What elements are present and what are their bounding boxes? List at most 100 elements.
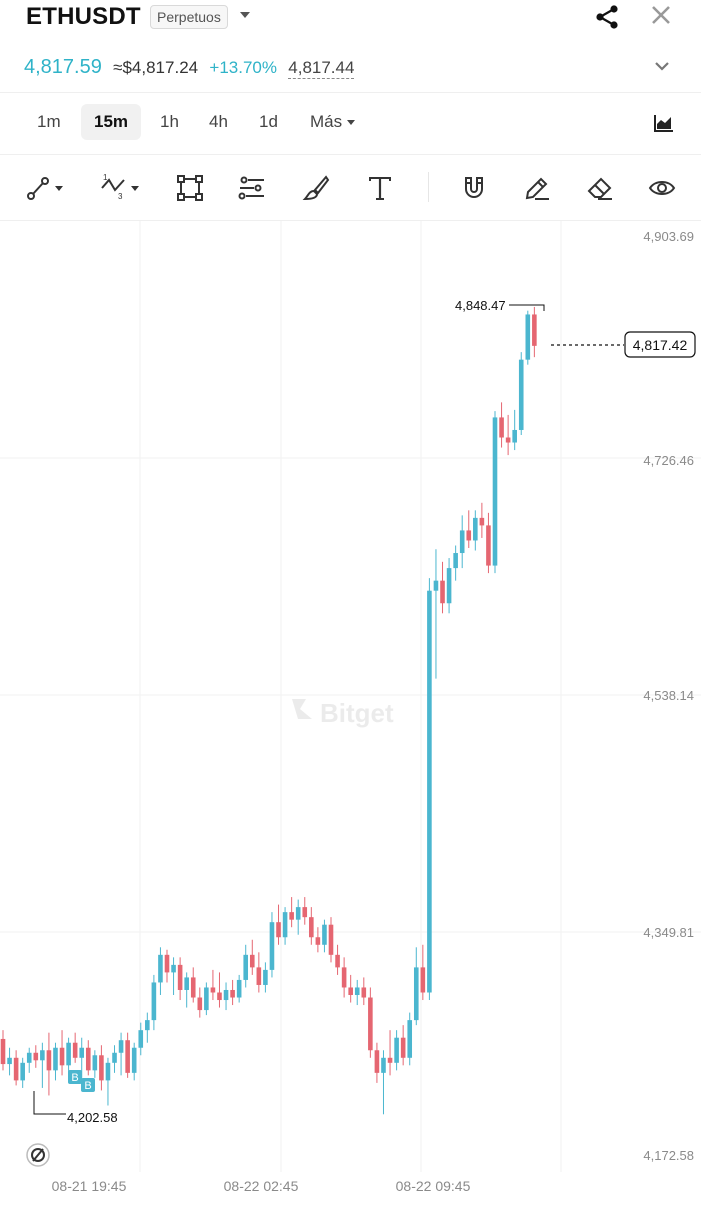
- share-icon[interactable]: [594, 4, 620, 30]
- candle-down: [256, 967, 262, 985]
- candle-up: [204, 987, 209, 1011]
- buy-markers: B B: [68, 1070, 95, 1092]
- candle-down: [466, 530, 472, 541]
- candle-up: [282, 912, 288, 938]
- eye-icon[interactable]: [648, 174, 676, 202]
- candle-down: [289, 912, 294, 920]
- svg-text:3: 3: [118, 192, 123, 201]
- candle-down: [276, 922, 281, 938]
- area-chart-icon[interactable]: [654, 114, 674, 132]
- sync-time-icon[interactable]: [26, 1143, 50, 1167]
- tab-1d[interactable]: 1d: [259, 112, 278, 131]
- high-label: 4,848.47: [455, 298, 506, 313]
- candle-up: [322, 924, 327, 945]
- candle-up: [381, 1057, 386, 1073]
- low-marker: 4,202.58: [33, 1091, 118, 1125]
- candle-down: [59, 1047, 65, 1066]
- candle-down: [85, 1047, 91, 1071]
- candle-down: [440, 580, 445, 604]
- shape-tool-icon[interactable]: [176, 174, 204, 202]
- parallel-lines-icon[interactable]: [238, 174, 266, 202]
- chevron-down-icon[interactable]: [654, 60, 670, 72]
- buy-marker: [68, 1070, 82, 1084]
- candle-up: [66, 1042, 71, 1066]
- text-tool-icon[interactable]: [366, 174, 394, 202]
- buy-marker-label: B: [84, 1080, 91, 1092]
- symbol-dropdown-icon[interactable]: [240, 12, 250, 18]
- candle-up: [158, 954, 163, 983]
- candle-up: [427, 590, 432, 993]
- candle-down: [400, 1037, 406, 1058]
- current-price-tag-box: [624, 331, 696, 358]
- tab-1m[interactable]: 1m: [37, 112, 61, 131]
- line-tool-icon[interactable]: [26, 174, 66, 202]
- brush-icon[interactable]: [302, 174, 330, 202]
- last-price: 4,817.59: [24, 56, 102, 78]
- candle-up: [473, 517, 478, 541]
- tab-15m[interactable]: 15m: [81, 104, 142, 140]
- candle-up: [184, 977, 189, 990]
- y-tick: 4,172.58: [643, 1148, 694, 1163]
- candle-up: [453, 553, 458, 569]
- x-tick: 08-21 19:45: [52, 1178, 127, 1194]
- x-tick: 08-22 02:45: [224, 1178, 299, 1194]
- candle-up: [492, 417, 498, 566]
- candle-down: [99, 1055, 104, 1081]
- magnet-icon[interactable]: [460, 174, 488, 202]
- fib-wave-tool-icon[interactable]: 13: [100, 174, 142, 202]
- y-tick: 4,903.69: [643, 229, 694, 244]
- candle-up: [20, 1062, 25, 1081]
- eraser-icon[interactable]: [586, 174, 614, 202]
- candle-down: [348, 987, 353, 996]
- candle-up: [433, 580, 439, 591]
- candle-up: [269, 922, 275, 970]
- tab-4h[interactable]: 4h: [209, 112, 228, 131]
- candle-down: [125, 1040, 130, 1073]
- tab-more-label: Más: [310, 112, 343, 131]
- close-icon[interactable]: [650, 4, 672, 26]
- candle-down: [33, 1052, 39, 1061]
- buy-marker: [81, 1078, 95, 1092]
- pencil-icon[interactable]: [523, 174, 551, 202]
- candle-up: [105, 1062, 111, 1081]
- change-percent: +13.70%: [209, 58, 277, 77]
- candle-up: [295, 907, 301, 920]
- candle-down: [177, 964, 183, 990]
- candle-up: [446, 568, 452, 604]
- candle-down: [190, 977, 196, 998]
- candle-down: [374, 1050, 380, 1073]
- candle-down: [309, 917, 314, 938]
- candle-up: [413, 967, 419, 1021]
- candle-up: [394, 1037, 399, 1063]
- tab-1h[interactable]: 1h: [160, 112, 179, 131]
- candlestick-chart[interactable]: Bitget 4,903.69 4,726.46 4,538.14 4,349.…: [0, 221, 701, 1200]
- toolbar-divider: [428, 172, 429, 202]
- candle-up: [236, 979, 242, 998]
- candle-down: [210, 987, 216, 993]
- x-axis: 08-21 19:45 08-22 02:45 08-22 09:45: [52, 1178, 471, 1194]
- candle-down: [72, 1042, 78, 1058]
- candle-up: [151, 982, 157, 1021]
- y-axis: 4,903.69 4,726.46 4,538.14 4,349.81 4,17…: [643, 229, 694, 1163]
- candle-down: [479, 517, 485, 526]
- contract-type-badge[interactable]: Perpetuos: [150, 5, 228, 29]
- candle-down: [532, 314, 537, 346]
- candle-up: [118, 1040, 124, 1053]
- candle-up: [40, 1050, 45, 1061]
- candle-down: [505, 437, 511, 443]
- candle-up: [79, 1047, 85, 1058]
- x-tick: 08-22 09:45: [396, 1178, 471, 1194]
- tab-more[interactable]: Más: [297, 104, 368, 140]
- candle-up: [223, 989, 229, 1001]
- symbol-title[interactable]: ETHUSDT: [26, 3, 141, 30]
- current-price-line: 4,817.42: [551, 331, 696, 358]
- low-label: 4,202.58: [67, 1110, 118, 1125]
- mark-price[interactable]: 4,817.44: [288, 58, 355, 79]
- candle-up: [354, 987, 360, 996]
- candle-up: [7, 1057, 12, 1065]
- candle-down: [387, 1057, 393, 1063]
- price-chart[interactable]: Bitget 4,903.69 4,726.46 4,538.14 4,349.…: [0, 221, 701, 1200]
- candle-down: [13, 1057, 19, 1081]
- y-tick: 4,726.46: [643, 453, 694, 468]
